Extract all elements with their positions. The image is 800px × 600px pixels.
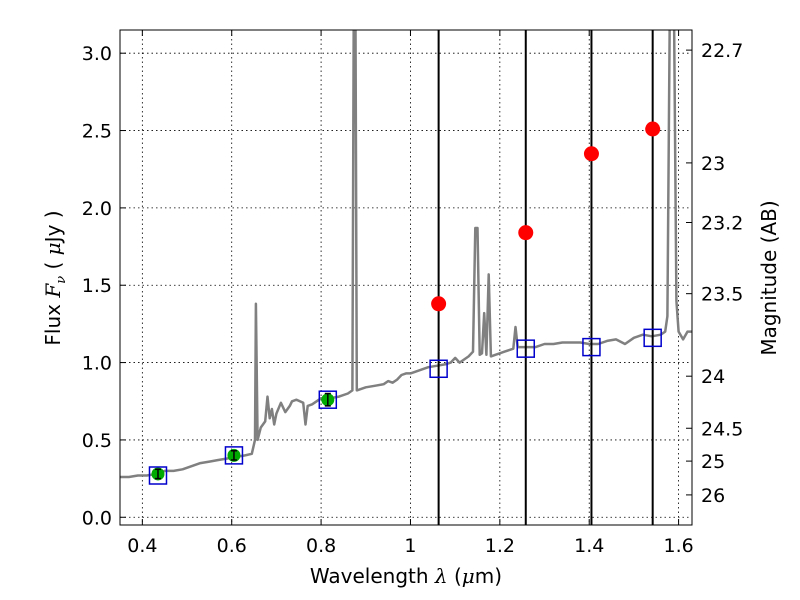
y-tick-label: 2.0 [82,198,112,220]
y-tick-label: 0.5 [82,430,112,452]
x-ticks: 0.4 0.6 0.8 1 1.2 1.4 1.6 [127,30,694,557]
x-axis-label: Wavelength λ (μm) [310,564,502,588]
model-point [429,359,448,379]
observed-point [321,392,335,407]
model-point [643,328,662,348]
model-point [318,390,338,409]
y-tick-label: 2.5 [82,121,112,143]
plot-frame [119,29,693,526]
y-tick-label: 1.0 [82,353,112,375]
model-point [224,446,244,465]
model-point [582,337,601,357]
observed-point [227,448,241,462]
y2-tick-label: 23.2 [701,213,743,235]
model-point [148,466,168,485]
y-tick-label: 0.0 [82,507,112,529]
x-tick-label: 1.2 [485,535,515,557]
y-tick-label: 3.0 [82,43,112,65]
y2-tick-label: 26 [701,485,725,507]
band-lines [437,30,654,525]
red-point [583,146,599,162]
y-ticks: 0.0 0.5 1.0 1.5 2.0 2.5 3.0 [82,43,126,529]
y-tick-label: 1.5 [82,275,112,297]
red-points [431,121,661,312]
observed-point [151,467,165,481]
y2-axis-label: Magnitude (AB) [757,200,781,355]
y2-ticks: 22.7 23 23.2 23.5 24 24.5 25 26 [686,40,743,507]
y2-tick-label: 24 [701,366,725,388]
red-point [431,296,447,312]
x-tick-label: 1 [404,535,416,557]
spectrum-line [120,30,692,479]
red-point [518,225,534,241]
x-tick-label: 0.8 [306,535,336,557]
observed-points [151,392,335,481]
y2-tick-label: 25 [701,451,725,473]
x-tick-label: 1.4 [574,535,604,557]
grid [120,30,692,525]
y2-tick-label: 23 [701,153,725,175]
model-points [148,328,662,485]
x-tick-label: 0.6 [217,535,247,557]
x-tick-label: 1.6 [663,535,693,557]
y2-tick-label: 22.7 [701,40,743,62]
x-tick-label: 0.4 [127,535,157,557]
y2-tick-label: 23.5 [701,284,743,306]
y-axis-label: Flux Fν ( μJy ) [41,210,69,345]
model-point [516,339,536,358]
y2-tick-label: 24.5 [701,418,743,440]
red-point [645,121,661,137]
